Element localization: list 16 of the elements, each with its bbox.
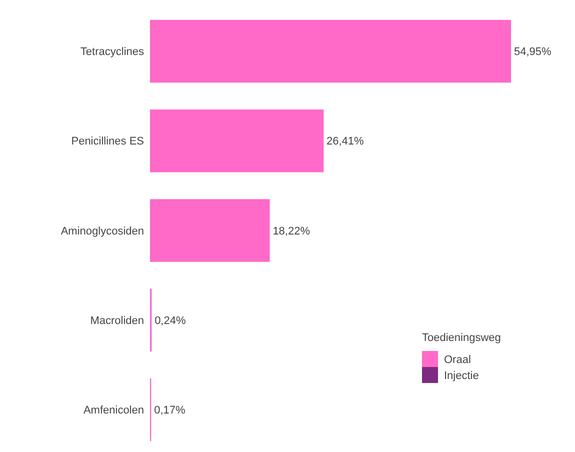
y-tick-label: Macroliden xyxy=(90,314,144,327)
data-label: 18,22% xyxy=(272,225,310,238)
data-label: 54,95% xyxy=(514,46,552,58)
y-tick-label: Aminoglycosiden xyxy=(60,225,144,238)
bar xyxy=(150,20,511,83)
legend-label: Injectie xyxy=(444,370,479,382)
bar xyxy=(150,110,324,172)
data-label: 0,24% xyxy=(154,314,186,327)
legend-title: Toedieningsweg xyxy=(422,332,501,344)
y-tick-label: Penicillines ES xyxy=(71,136,144,148)
y-tick-label: Tetracyclines xyxy=(80,46,144,58)
data-label: 26,41% xyxy=(326,136,364,148)
data-label: 0,17% xyxy=(154,404,186,417)
legend-label: Oraal xyxy=(444,354,471,366)
bar xyxy=(150,199,270,262)
y-tick-label: Amfenicolen xyxy=(83,404,144,417)
